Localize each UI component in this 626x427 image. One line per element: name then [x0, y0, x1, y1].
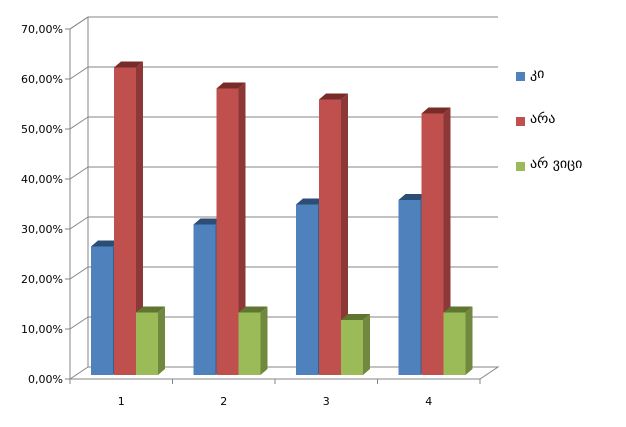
bar-top	[296, 198, 325, 205]
y-axis: 0,00% 10,00% 20,00% 30,00% 40,00% 50,00% 60,00…	[21, 23, 70, 386]
bar-side	[465, 306, 473, 375]
bar-side	[238, 82, 246, 375]
bar-top	[421, 107, 451, 114]
bar-side	[158, 306, 165, 375]
chart-walls	[68, 16, 500, 380]
gridline-side	[69, 316, 89, 330]
bar-top	[238, 306, 268, 313]
bar-2-2	[216, 82, 246, 375]
legend-label-series-3: არ ვიცი	[530, 156, 583, 172]
bar-front	[91, 246, 113, 375]
legend: კი არა არ ვიცი	[516, 66, 621, 201]
bar-3-2	[238, 306, 268, 375]
bar-top	[114, 61, 143, 68]
y-tick-label: 20,00%	[21, 273, 63, 286]
bar-3-4	[443, 306, 473, 375]
bar-side	[260, 306, 268, 375]
bar-front	[216, 88, 239, 375]
bar-front	[319, 99, 341, 375]
bar-3-1	[136, 306, 165, 375]
bar-front	[238, 312, 261, 375]
legend-item-series-3: არ ვიცი	[516, 156, 621, 201]
bar-3-3	[341, 314, 370, 375]
gridline-side	[69, 16, 89, 30]
bar-front	[421, 113, 444, 375]
y-tick-label: 40,00%	[21, 173, 63, 186]
legend-item-series-2: არა	[516, 111, 621, 156]
bar-top	[216, 82, 246, 89]
floor	[68, 366, 500, 380]
bar-front	[398, 200, 421, 375]
y-tick-label: 50,00%	[21, 123, 63, 136]
bar-2-1	[114, 61, 143, 375]
legend-label-series-2: არა	[530, 111, 556, 127]
bar-side	[363, 314, 370, 375]
gridline-side	[69, 66, 89, 80]
bar-front	[114, 67, 136, 375]
legend-swatch-series-1	[516, 72, 525, 81]
bar-front	[296, 204, 318, 375]
legend-swatch-series-3	[516, 162, 525, 171]
gridline-side	[69, 166, 89, 180]
bar-front	[341, 320, 363, 375]
x-axis: 1 2 3 4	[69, 379, 481, 408]
bar-front	[443, 312, 466, 375]
y-tick-label: 0,00%	[28, 373, 63, 386]
legend-item-series-1: კი	[516, 66, 621, 111]
x-tick-label: 4	[425, 395, 432, 408]
bar-top	[443, 306, 473, 313]
bar-top	[91, 240, 120, 247]
bar-side	[341, 93, 348, 375]
y-tick-label: 70,00%	[21, 23, 63, 36]
bar-top	[136, 306, 165, 313]
bar-top	[319, 93, 348, 100]
gridline-side	[69, 216, 89, 230]
bar-front	[193, 224, 216, 375]
bar-top	[398, 194, 428, 200]
x-tick-label: 2	[220, 395, 227, 408]
bar-front	[136, 312, 158, 375]
legend-label-series-1: კი	[530, 66, 545, 82]
gridline-side	[69, 116, 89, 130]
y-tick-label: 30,00%	[21, 223, 63, 236]
bar-2-3	[319, 93, 348, 375]
bar-side	[136, 61, 143, 375]
x-tick-label: 1	[118, 395, 125, 408]
x-tick-label: 3	[323, 395, 330, 408]
bar-top	[341, 314, 370, 320]
bar-top	[193, 218, 223, 225]
legend-swatch-series-2	[516, 117, 525, 126]
bars	[91, 61, 473, 375]
y-tick-label: 60,00%	[21, 73, 63, 86]
y-tick-label: 10,00%	[21, 323, 63, 336]
gridline-side	[69, 266, 89, 280]
